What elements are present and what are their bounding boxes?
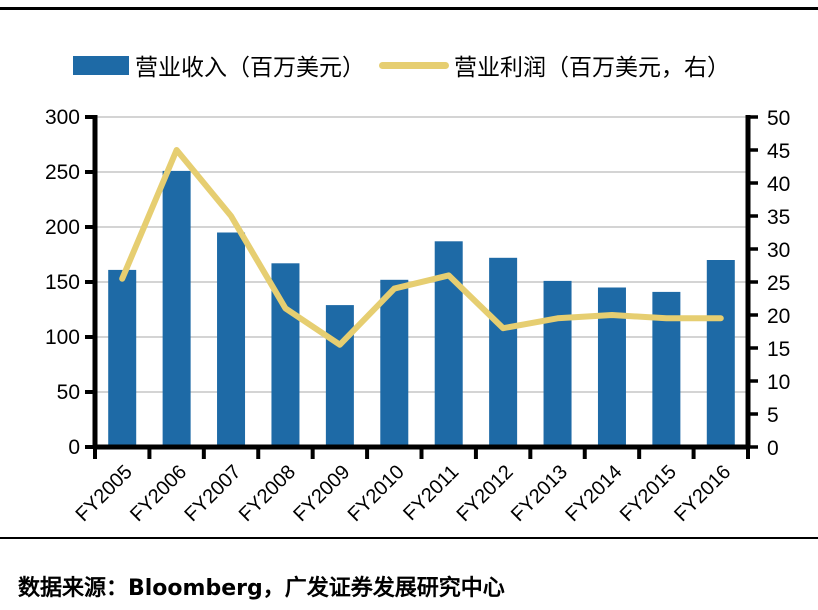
x-axis-label-FY2012: FY2012 bbox=[453, 461, 518, 526]
right-axis-label: 30 bbox=[767, 239, 790, 262]
legend-item-revenue: 营业收入（百万美元） bbox=[73, 48, 365, 82]
bar-FY2012 bbox=[489, 257, 518, 447]
left-axis-label: 50 bbox=[57, 381, 80, 404]
x-axis-label-FY2008: FY2008 bbox=[235, 461, 300, 526]
profit-line bbox=[119, 147, 724, 348]
x-axis-label-FY2011: FY2011 bbox=[399, 461, 463, 525]
bar-FY2006 bbox=[162, 170, 191, 447]
bar-FY2007 bbox=[217, 232, 246, 447]
legend-label-profit: 营业利润（百万美元，右） bbox=[454, 55, 730, 81]
chart: 0 50 100 150 200 250 300 0 5 10 15 20 25 30 35 40 45 50 FY… bbox=[0, 95, 818, 540]
left-axis-label: 200 bbox=[45, 216, 80, 239]
bar-FY2009 bbox=[325, 305, 354, 447]
chart-svg: 0 50 100 150 200 250 300 0 5 10 15 20 25 30 35 40 45 50 FY… bbox=[45, 106, 790, 526]
right-axis-label: 50 bbox=[767, 107, 790, 130]
right-axis-label: 40 bbox=[767, 173, 790, 196]
right-axis-label: 20 bbox=[767, 305, 790, 328]
left-axis-label: 100 bbox=[45, 326, 80, 349]
right-axis-label: 15 bbox=[767, 338, 790, 361]
right-axis-label: 35 bbox=[767, 206, 790, 229]
bar-FY2013 bbox=[543, 280, 572, 447]
x-axis-label-FY2016: FY2016 bbox=[670, 461, 735, 526]
legend-label-revenue: 营业收入（百万美元） bbox=[135, 55, 365, 81]
bar-FY2014 bbox=[597, 287, 626, 447]
right-axis-label: 45 bbox=[767, 140, 790, 163]
legend-item-profit: 营业利润（百万美元，右） bbox=[365, 48, 730, 82]
right-axis-label: 5 bbox=[767, 404, 779, 427]
source-note: 数据来源：Bloomberg，广发证券发展研究中心 bbox=[18, 576, 505, 601]
left-axis-label: 0 bbox=[68, 436, 80, 459]
x-axis-label-FY2015: FY2015 bbox=[616, 461, 681, 526]
bar-FY2005 bbox=[108, 269, 137, 447]
right-axis-label: 0 bbox=[767, 437, 779, 460]
revenue-bar-swatch-icon bbox=[73, 55, 129, 75]
top-rule bbox=[0, 7, 818, 10]
right-axis-label: 25 bbox=[767, 272, 790, 295]
x-axis-label-FY2006: FY2006 bbox=[126, 461, 191, 526]
x-axis-label-FY2009: FY2009 bbox=[289, 461, 354, 526]
x-axis-label-FY2013: FY2013 bbox=[507, 461, 572, 526]
bottom-rule bbox=[0, 537, 818, 539]
x-axis-label-FY2014: FY2014 bbox=[561, 461, 626, 526]
x-axis-label-FY2005: FY2005 bbox=[72, 461, 137, 526]
right-axis-label: 10 bbox=[767, 371, 790, 394]
bar-FY2010 bbox=[380, 279, 409, 447]
left-axis-label: 150 bbox=[45, 271, 80, 294]
bar-FY2016 bbox=[706, 260, 735, 447]
bar-FY2011 bbox=[434, 241, 463, 447]
x-axis-label-FY2010: FY2010 bbox=[344, 461, 409, 526]
legend: 营业收入（百万美元） 营业利润（百万美元，右） bbox=[73, 48, 730, 82]
profit-line-swatch-icon bbox=[379, 61, 449, 69]
left-axis-label: 300 bbox=[45, 106, 80, 129]
x-axis-label-FY2007: FY2007 bbox=[180, 461, 245, 526]
left-axis-label: 250 bbox=[45, 161, 80, 184]
